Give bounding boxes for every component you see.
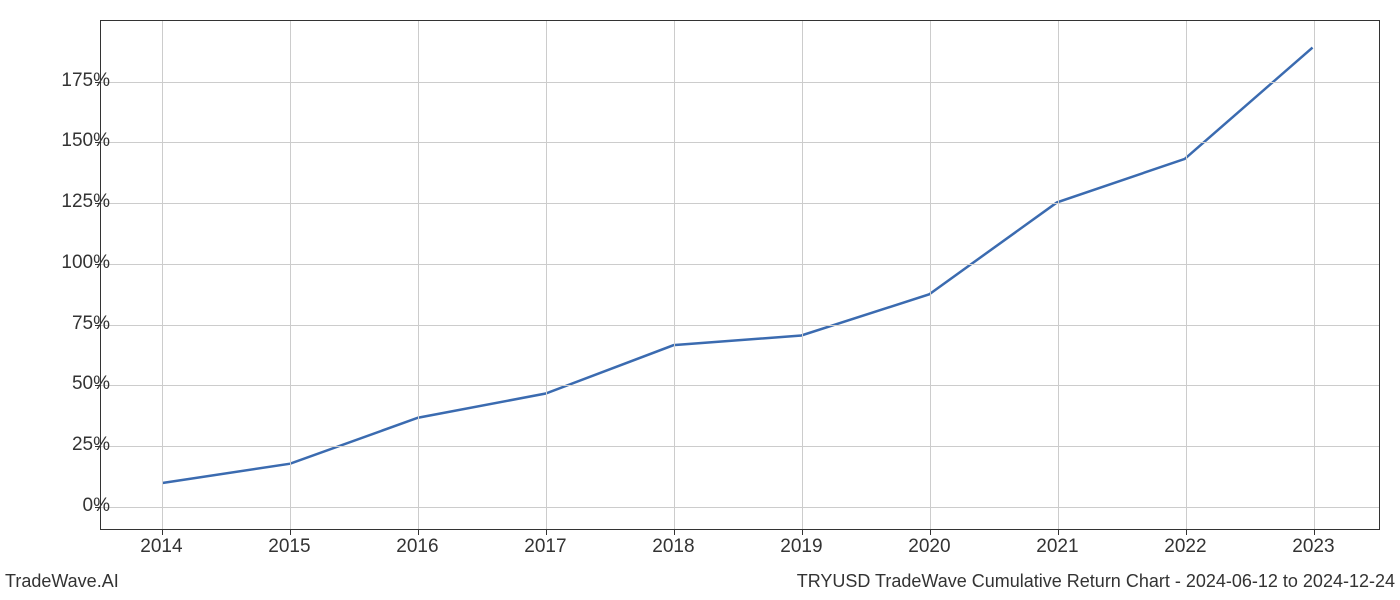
x-tick-mark <box>290 529 291 535</box>
x-tick-label: 2014 <box>140 536 182 558</box>
x-tick-label: 2021 <box>1036 536 1078 558</box>
x-tick-mark <box>930 529 931 535</box>
x-tick-mark <box>162 529 163 535</box>
grid-line-v <box>930 21 931 529</box>
x-tick-mark <box>1186 529 1187 535</box>
plot-area <box>100 20 1380 530</box>
grid-line-v <box>1186 21 1187 529</box>
chart-container <box>100 20 1380 530</box>
x-tick-mark <box>674 529 675 535</box>
grid-line-v <box>162 21 163 529</box>
x-tick-mark <box>546 529 547 535</box>
x-tick-label: 2023 <box>1292 536 1334 558</box>
y-tick-label: 0% <box>83 495 110 517</box>
x-tick-mark <box>1314 529 1315 535</box>
y-tick-label: 100% <box>61 252 110 274</box>
x-tick-label: 2022 <box>1164 536 1206 558</box>
footer-caption: TRYUSD TradeWave Cumulative Return Chart… <box>797 571 1395 592</box>
x-tick-label: 2019 <box>780 536 822 558</box>
x-tick-mark <box>802 529 803 535</box>
y-tick-label: 175% <box>61 70 110 92</box>
y-tick-label: 75% <box>72 313 110 335</box>
grid-line-v <box>546 21 547 529</box>
y-tick-label: 50% <box>72 373 110 395</box>
y-tick-label: 150% <box>61 130 110 152</box>
x-tick-label: 2020 <box>908 536 950 558</box>
footer-brand: TradeWave.AI <box>5 571 119 592</box>
x-tick-mark <box>418 529 419 535</box>
x-tick-mark <box>1058 529 1059 535</box>
x-tick-label: 2015 <box>268 536 310 558</box>
grid-line-v <box>1058 21 1059 529</box>
y-tick-label: 125% <box>61 191 110 213</box>
grid-line-v <box>1314 21 1315 529</box>
y-tick-label: 25% <box>72 434 110 456</box>
x-tick-label: 2018 <box>652 536 694 558</box>
grid-line-v <box>674 21 675 529</box>
x-tick-label: 2016 <box>396 536 438 558</box>
x-tick-label: 2017 <box>524 536 566 558</box>
grid-line-v <box>802 21 803 529</box>
grid-line-v <box>290 21 291 529</box>
grid-line-v <box>418 21 419 529</box>
